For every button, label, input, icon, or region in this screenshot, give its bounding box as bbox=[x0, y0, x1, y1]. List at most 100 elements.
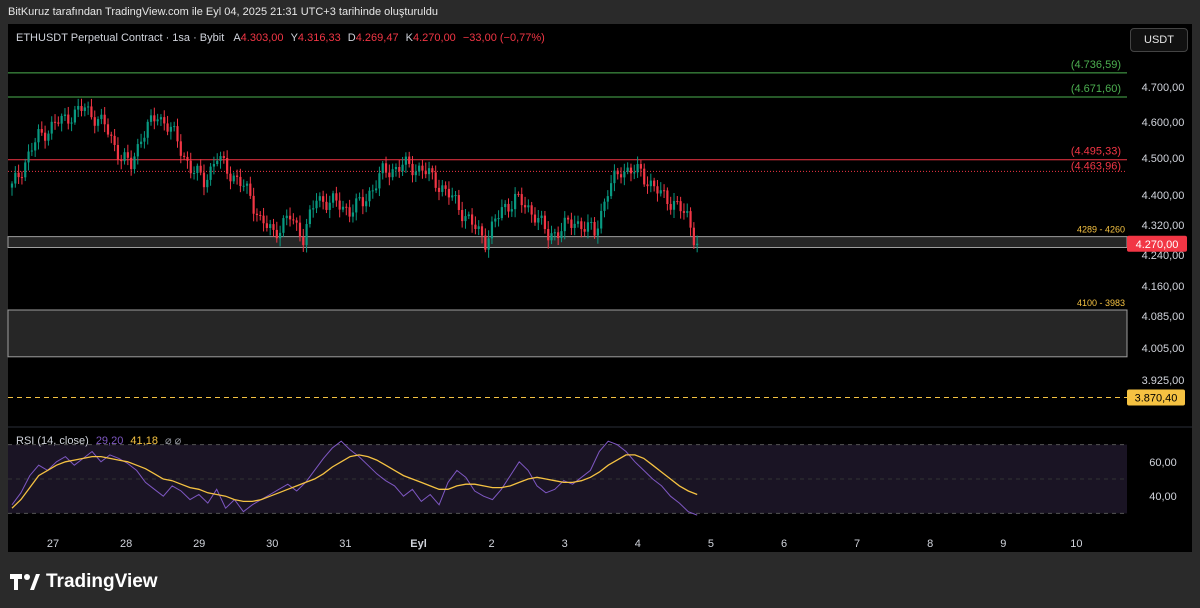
rsi-band-fill bbox=[8, 444, 1127, 514]
candle-body bbox=[378, 173, 381, 189]
candle-body bbox=[590, 221, 593, 223]
time-tick-label: 2 bbox=[489, 538, 495, 550]
rsi-settings-icons[interactable]: ⌀ ⌀ bbox=[165, 435, 182, 447]
candle-body bbox=[186, 156, 189, 161]
candle-body bbox=[143, 137, 146, 142]
candle-body bbox=[365, 201, 368, 207]
zone-label-0: 4289 - 4260 bbox=[1077, 225, 1125, 235]
price-tick-label: 4.700,00 bbox=[1142, 82, 1185, 94]
candle-body bbox=[666, 190, 669, 205]
candle-body bbox=[77, 105, 80, 110]
candle-body bbox=[623, 171, 626, 178]
price-tick-label: 4.320,00 bbox=[1142, 220, 1185, 232]
candle-body bbox=[573, 223, 576, 228]
candle-body bbox=[341, 206, 345, 210]
candle-body bbox=[87, 106, 90, 108]
candle-body bbox=[308, 209, 311, 225]
rsi-tick-label: 60,00 bbox=[1149, 457, 1177, 469]
candle-body bbox=[212, 164, 216, 167]
time-tick-label: 31 bbox=[339, 538, 351, 550]
candle-body bbox=[676, 201, 679, 203]
candle-body bbox=[100, 114, 103, 120]
candle-body bbox=[252, 195, 255, 214]
candle-body bbox=[560, 231, 563, 239]
time-tick-label: 28 bbox=[120, 538, 132, 550]
candle-body bbox=[431, 168, 434, 173]
candle-body bbox=[557, 232, 560, 239]
candle-body bbox=[126, 152, 129, 158]
time-tick-label: 29 bbox=[193, 538, 205, 550]
candle-body bbox=[563, 217, 566, 232]
candle-body bbox=[209, 166, 212, 180]
candle-body bbox=[527, 205, 530, 208]
candle-body bbox=[53, 121, 57, 123]
candle-body bbox=[629, 167, 633, 174]
candle-body bbox=[669, 204, 672, 210]
candle-body bbox=[27, 151, 30, 163]
candle-body bbox=[391, 169, 394, 178]
candle-body bbox=[57, 122, 60, 124]
candle-body bbox=[682, 211, 686, 213]
candle-body bbox=[662, 190, 666, 192]
candle-body bbox=[586, 222, 590, 232]
candle-body bbox=[272, 224, 275, 230]
candle-body bbox=[461, 210, 464, 222]
candle-body bbox=[696, 243, 699, 246]
currency-button[interactable]: USDT bbox=[1130, 28, 1188, 52]
symbol-legend: ETHUSDT Perpetual Contract · 1sa · Bybit… bbox=[16, 32, 545, 44]
candle-body bbox=[610, 183, 613, 197]
candle-body bbox=[457, 195, 460, 211]
candle-body bbox=[20, 177, 24, 179]
candle-body bbox=[517, 193, 520, 195]
candle-body bbox=[401, 164, 404, 172]
candle-body bbox=[580, 221, 583, 230]
candle-body bbox=[606, 196, 609, 202]
candle-body bbox=[351, 212, 355, 217]
candle-body bbox=[169, 126, 172, 132]
candle-body bbox=[570, 219, 573, 228]
candle-body bbox=[523, 205, 527, 208]
support-price-badge bbox=[1127, 389, 1185, 406]
candle-body bbox=[331, 193, 335, 203]
axis-layer: 4.700,00 4.600,00 4.500,00 4.400,00 4.320,00… bbox=[47, 82, 1187, 550]
candle-body bbox=[649, 180, 652, 187]
candle-body bbox=[613, 170, 616, 184]
candle-body bbox=[497, 218, 500, 220]
candle-body bbox=[656, 186, 659, 194]
candle-body bbox=[219, 156, 222, 161]
candle-body bbox=[30, 150, 33, 152]
logo-text: TradingView bbox=[46, 571, 158, 592]
time-tick-label: 6 bbox=[781, 538, 787, 550]
time-tick-label: 8 bbox=[927, 538, 933, 550]
candle-body bbox=[288, 215, 292, 220]
candle-body bbox=[375, 188, 378, 191]
candle-body bbox=[477, 226, 480, 229]
candle-body bbox=[232, 175, 235, 182]
level-label-1: (4.671,60) bbox=[1071, 83, 1121, 95]
candle-body bbox=[93, 117, 96, 126]
candle-body bbox=[196, 165, 199, 173]
price-tick-label: 4.005,00 bbox=[1142, 343, 1185, 355]
candle-body bbox=[447, 188, 451, 198]
candle-body bbox=[315, 200, 318, 209]
rsi-tick-label: 40,00 bbox=[1149, 491, 1177, 503]
level-label-2: (4.495,33) bbox=[1071, 146, 1121, 158]
candle-body bbox=[285, 215, 288, 219]
candle-body bbox=[616, 170, 619, 175]
candle-body bbox=[245, 183, 249, 186]
candle-body bbox=[239, 176, 242, 187]
candle-body bbox=[189, 160, 192, 174]
candle-body bbox=[593, 221, 596, 236]
level-label-0: (4.736,59) bbox=[1071, 59, 1121, 71]
candle-body bbox=[73, 109, 76, 123]
candle-body bbox=[345, 206, 348, 208]
candle-body bbox=[216, 160, 219, 165]
high-value: 4.316,33 bbox=[297, 32, 341, 44]
candle-body bbox=[255, 213, 259, 216]
candle-body bbox=[381, 163, 384, 174]
candle-body bbox=[163, 117, 166, 124]
candle-body bbox=[139, 141, 143, 145]
candle-body bbox=[305, 224, 308, 246]
candle-body bbox=[368, 190, 371, 202]
